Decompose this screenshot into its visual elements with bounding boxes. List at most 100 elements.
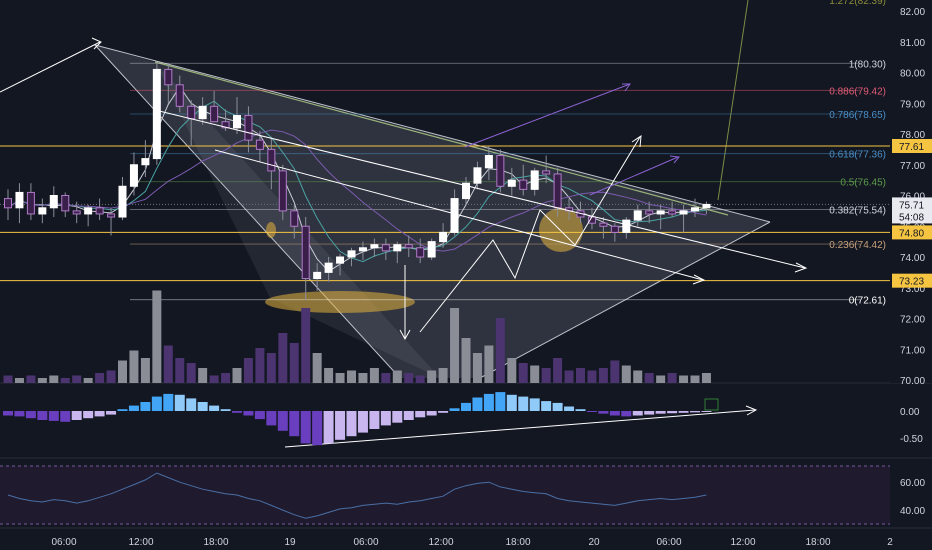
fib-label: 0.786(78.65) [829,110,886,121]
level-badge [892,225,932,240]
candle-body [416,247,425,258]
macd-bar [163,393,174,411]
time-tick: 06:00 [353,537,378,548]
price-tick: 70.00 [900,376,925,387]
macd-bar [117,409,128,411]
current-price-label: 75.71 [899,200,924,211]
volume-bar [278,333,288,383]
volume-bar [255,348,265,383]
candle-body [347,250,356,258]
macd-bar [598,411,609,414]
time-tick: 20 [588,537,600,548]
macd-bar [48,411,59,421]
macd-bar [289,411,300,437]
candle-body [393,244,402,252]
candle-body [210,105,219,123]
macd-bar [483,393,494,411]
macd-bar [552,402,563,411]
time-tick: 18:00 [203,537,228,548]
volume-bar [507,358,517,383]
macd-bar [644,411,655,415]
candle-body [450,198,459,233]
macd-bar [335,411,346,440]
candle-body [542,170,551,175]
volume-bar [49,375,59,383]
volume-bar [175,358,185,383]
macd-bar [209,405,220,411]
candle-body [336,256,345,264]
macd-bar [586,411,597,412]
candle-body [484,155,493,169]
candle-body [370,244,379,249]
volume-bar [95,373,105,383]
level-badge [892,138,932,153]
volume-bar [667,373,677,383]
volume-bar [347,370,356,383]
volume-bars [3,290,711,383]
volume-bar [518,363,528,383]
volume-bar [621,365,631,383]
macd-bar [60,411,71,422]
time-axis: 06:00 12:00 18:00 19 06:00 12:00 18:00 20 06:00 1… [51,537,893,548]
volume-bar [610,360,620,383]
volume-bar [232,368,242,383]
fib-label: 0.886(79.42) [829,86,886,97]
fib-label: 0.618(77.36) [829,150,886,161]
rsi-tick: 60.00 [900,478,925,489]
arrow-head [622,83,631,92]
volume-bar [3,375,13,383]
arrow-line [214,149,704,281]
macd-bar [106,411,117,415]
price-tick: 82.00 [900,7,925,18]
candle-body [164,68,173,86]
wedge-upper-line [94,44,771,223]
candle-body [233,115,241,129]
volume-bar [37,378,47,383]
candle-body [198,105,207,120]
highlight-ellipse [265,291,415,313]
arrow-head [692,274,706,285]
candle-body [507,179,516,187]
volume-bar [553,358,563,383]
macd-bar [609,411,620,416]
candle-body [244,115,253,141]
macd-bar [461,402,471,411]
volume-bar [312,353,322,383]
volume-bar [656,375,666,383]
candle-body [519,179,528,190]
volume-bar [392,370,402,383]
volume-bar [495,318,505,383]
time-tick: 18:00 [505,537,530,548]
volume-bar [598,368,608,383]
macd-bar [655,411,666,414]
volume-bar [415,375,425,383]
volume-bar [450,308,460,383]
macd-bar [266,411,277,426]
candle-body [496,155,505,187]
macd-bar [71,411,82,420]
volume-bar [564,370,574,383]
macd-bar [3,411,13,416]
macd-bar [323,411,334,444]
volume-bar [335,373,345,383]
fib-label: 0.5(76.45) [840,178,886,189]
highlight-ellipse [266,222,276,238]
macd-bar [632,411,643,416]
volume-bar [679,375,689,383]
candle-body [439,231,448,243]
candle-body [610,225,619,233]
macd-bar [518,396,529,411]
wedge-left-line [94,44,401,379]
candle-body [656,210,665,215]
countdown-label: 54:08 [899,212,924,223]
purple-arrow [589,156,679,196]
volume-bar [26,375,36,383]
macd-bar [380,411,391,426]
volume-bar [301,308,311,383]
candle-body [129,164,138,187]
macd-bar [357,411,368,433]
candle-body [141,158,150,166]
time-tick: 12:00 [128,537,153,548]
macd-bar [701,411,712,412]
